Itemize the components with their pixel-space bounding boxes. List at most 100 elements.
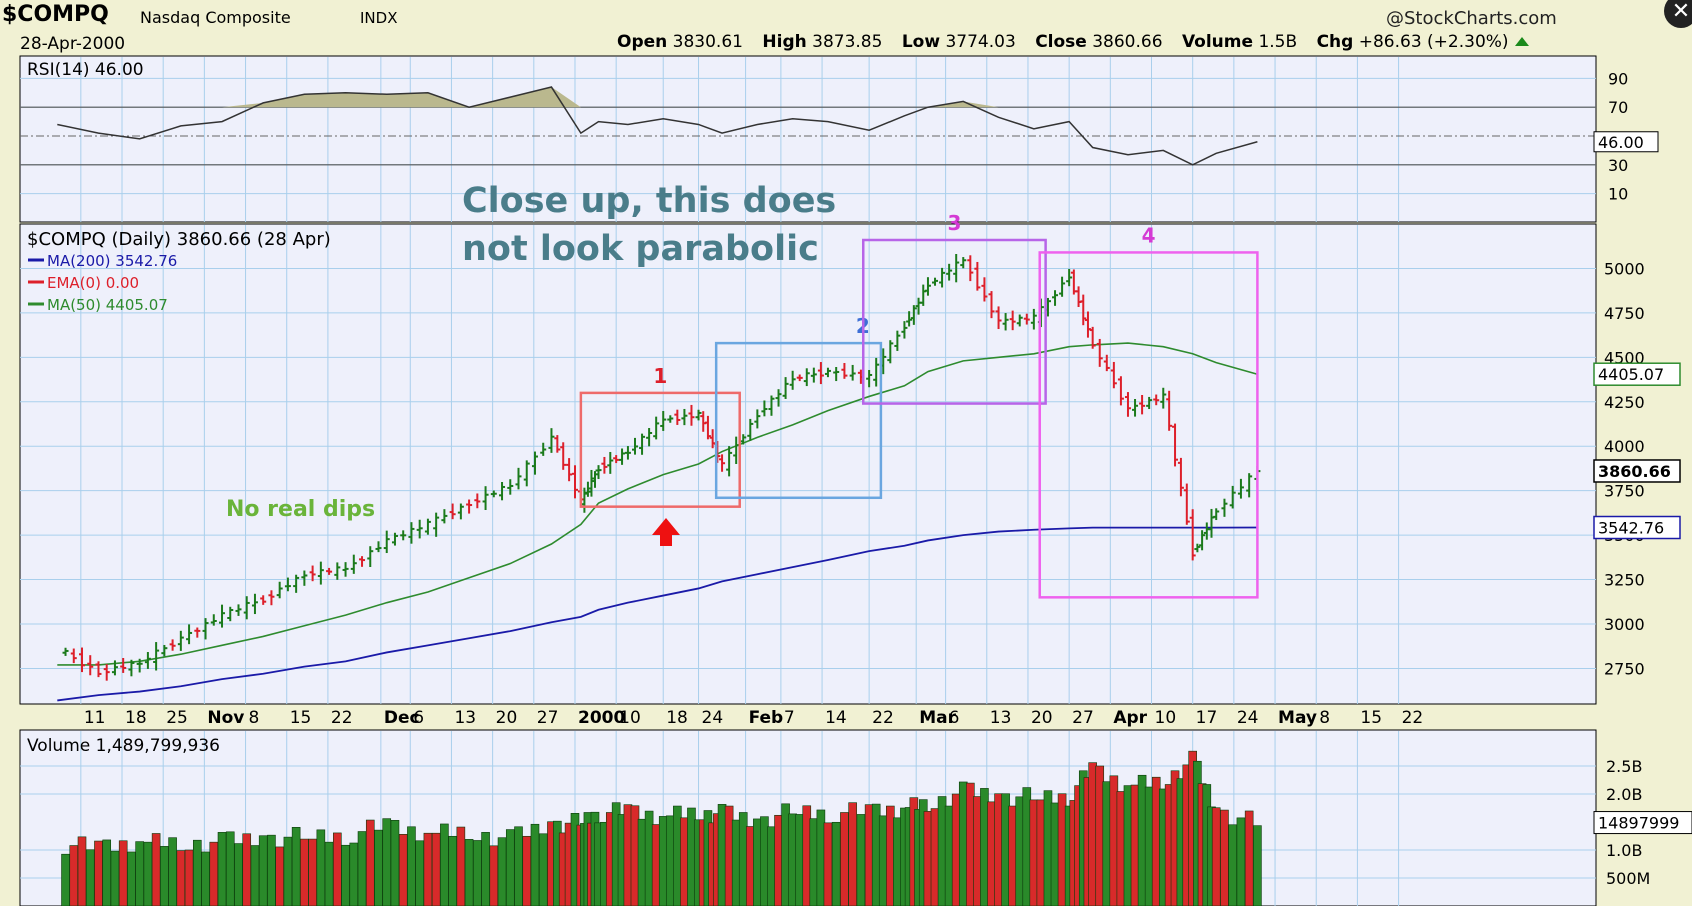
up-arrow-icon	[652, 518, 680, 546]
volume-bar	[61, 853, 70, 906]
x-tick-label: Dec	[384, 708, 420, 728]
x-tick-label: 10	[1155, 708, 1177, 728]
rsi-panel	[19, 55, 1597, 223]
volume-bar	[135, 841, 144, 906]
rsi-last-value-box	[1593, 131, 1659, 153]
rsi-last-value: 46.00	[1598, 133, 1644, 152]
volume-bar	[209, 841, 219, 906]
price-label: 3860.66	[1598, 462, 1671, 481]
x-tick-label: 8	[249, 708, 260, 728]
volume-bar	[184, 849, 194, 906]
x-tick-label: 13	[454, 708, 476, 728]
volume-bar	[160, 846, 169, 906]
x-tick-label: 15	[290, 708, 312, 728]
volume-bar	[267, 834, 276, 906]
x-tick-label: May	[1278, 708, 1317, 728]
volume-bar	[102, 839, 112, 906]
x-tick-label: 25	[166, 708, 188, 728]
volume-last-value-box	[1593, 811, 1692, 835]
price-label: 4405.07	[1598, 365, 1664, 384]
price-tick-label: 3250	[1604, 571, 1645, 590]
volume-bar	[489, 845, 499, 906]
annotation-box	[579, 391, 741, 508]
x-tick-label: 2000	[578, 708, 625, 728]
volume-bar	[275, 846, 284, 906]
rsi-tick-label: 30	[1608, 156, 1628, 175]
x-tick-label: 13	[990, 708, 1012, 728]
annotation-box-label: 4	[1142, 223, 1156, 247]
x-tick-label: Apr	[1113, 708, 1147, 728]
annotation-box	[861, 238, 1047, 405]
volume-bar	[127, 851, 136, 906]
volume-bar	[217, 832, 227, 906]
open-label: Open	[617, 32, 668, 52]
price-label-box	[1593, 362, 1681, 386]
price-tick-label: 2750	[1604, 659, 1645, 678]
x-tick-label: 20	[1031, 708, 1053, 728]
volume-bar	[143, 841, 153, 906]
volume-bar	[258, 835, 268, 906]
volume-bar	[365, 819, 375, 906]
x-tick-label: Feb	[749, 708, 784, 728]
volume-bar	[316, 829, 326, 906]
volume-title: Volume 1,489,799,936	[27, 736, 220, 756]
volume-bar	[118, 840, 128, 906]
ma200-line	[57, 526, 1258, 702]
exchange-label: INDX	[360, 9, 398, 27]
x-tick-label: Mar	[919, 708, 956, 728]
price-tick-label: 3000	[1604, 615, 1645, 634]
volume-bar	[357, 831, 367, 906]
note-no-dips: No real dips	[226, 497, 375, 522]
x-tick-label: 18	[125, 708, 147, 728]
volume-bar	[176, 850, 186, 906]
x-tick-label: 6	[413, 708, 424, 728]
volume-bar	[856, 814, 866, 906]
volume-bar	[250, 845, 260, 906]
annotation-box-label: 3	[947, 211, 961, 235]
x-tick-label: 24	[1237, 708, 1259, 728]
volume-tick-label: 2.5B	[1606, 757, 1642, 776]
volume-bar	[407, 826, 416, 906]
rsi-line	[57, 86, 1258, 166]
volume-bar	[1244, 810, 1254, 906]
volume-bar	[840, 812, 849, 906]
x-tick-label: 10	[619, 708, 641, 728]
x-tick-label: 7	[784, 708, 795, 728]
volume-bar	[382, 818, 392, 906]
volume-bar	[464, 839, 474, 906]
volume-bar	[497, 837, 507, 906]
volume-bar	[374, 829, 383, 906]
x-tick-label: 22	[331, 708, 353, 728]
chg-label: Chg	[1316, 32, 1354, 52]
volume-bar	[77, 836, 87, 906]
ohlc-summary: Open 3830.61 High 3873.85 Low 3774.03 Cl…	[617, 32, 1529, 52]
volume-bar	[431, 832, 441, 906]
price-tick-label: 4250	[1604, 393, 1645, 412]
volume-bar	[291, 827, 301, 906]
volume-label: Volume	[1181, 32, 1254, 52]
open-value: 3830.61	[672, 32, 743, 52]
close-icon[interactable]: ✕	[1664, 0, 1692, 28]
volume-bar	[505, 829, 515, 906]
volume-bar	[1253, 825, 1262, 906]
price-tick-label: 3750	[1604, 482, 1645, 501]
legend-entry: MA(50) 4405.07	[47, 296, 168, 314]
volume-tick-label: 2.0B	[1606, 785, 1642, 804]
volume-bar	[530, 823, 540, 906]
volume-bar	[831, 821, 841, 906]
volume-bar	[1236, 817, 1246, 906]
rsi-title: RSI(14) 46.00	[27, 60, 144, 80]
volume-bar	[69, 845, 79, 906]
volume-bar	[415, 840, 424, 906]
high-value: 3873.85	[812, 32, 883, 52]
volume-bar	[300, 838, 309, 906]
volume-bar	[1220, 809, 1229, 906]
price-panel	[19, 223, 1597, 705]
note-text: not look parabolic	[462, 229, 819, 269]
x-tick-label: 17	[1196, 708, 1218, 728]
volume-bar	[448, 835, 457, 906]
volume-bar	[473, 840, 482, 906]
volume-bar	[193, 839, 202, 906]
